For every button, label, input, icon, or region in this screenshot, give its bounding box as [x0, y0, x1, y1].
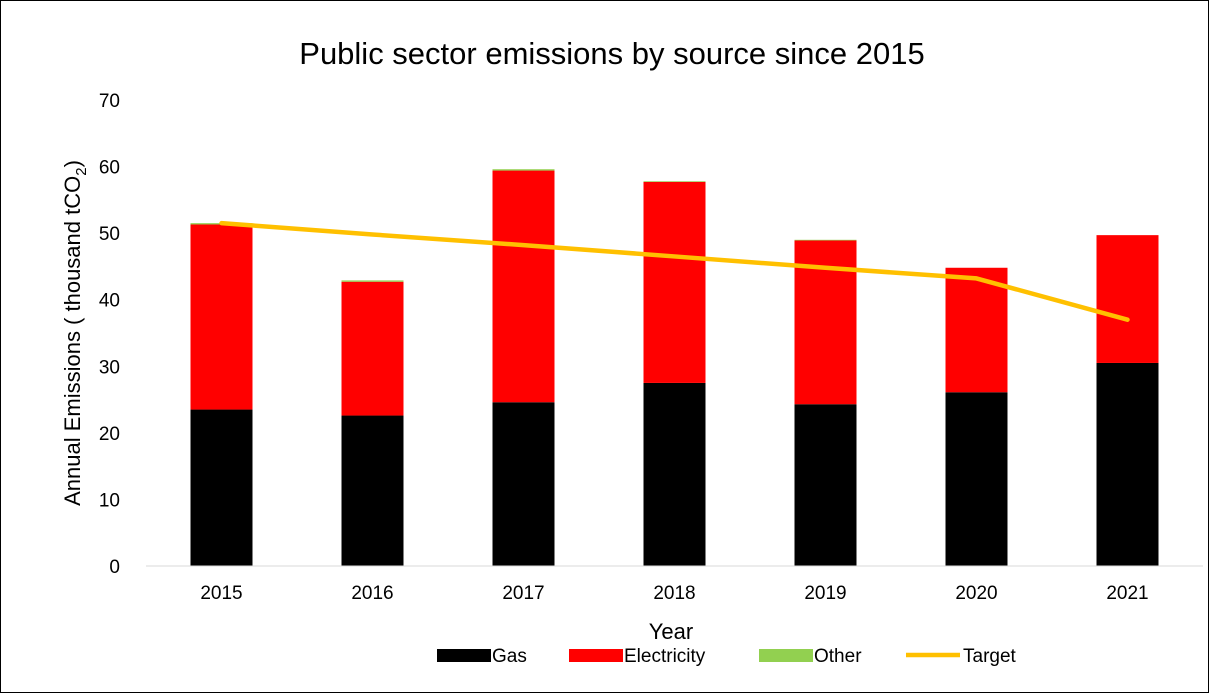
bar-other-2016	[341, 280, 404, 282]
y-axis-title: Annual Emissions ( thousand tCO2)	[60, 160, 90, 506]
bar-gas-2021	[1096, 362, 1159, 566]
y-tick-label: 0	[109, 557, 120, 578]
x-tick-label-2015: 2015	[200, 583, 242, 604]
bar-other-2019	[794, 239, 857, 241]
legend-swatch-electricity	[569, 649, 623, 662]
bar-electricity-2020	[945, 267, 1008, 393]
bar-electricity-2017	[492, 170, 555, 403]
bar-electricity-2015	[190, 224, 253, 410]
y-tick-label: 20	[99, 424, 120, 445]
x-tick-label-2018: 2018	[653, 583, 695, 604]
y-tick-label: 10	[99, 490, 120, 511]
y-axis-title-text: Annual Emissions ( thousand tCO	[60, 176, 85, 506]
chart-title: Public sector emissions by source since …	[299, 36, 924, 71]
legend: Gas Electricity Other Target	[437, 646, 1017, 667]
legend-label-electricity: Electricity	[624, 646, 706, 667]
y-tick-label: 60	[99, 158, 120, 179]
legend-label-target: Target	[963, 646, 1017, 667]
y-tick-label: 30	[99, 357, 120, 378]
bar-electricity-2018	[643, 181, 706, 383]
y-tick-label: 50	[99, 224, 120, 245]
x-tick-label-2019: 2019	[804, 583, 846, 604]
bar-gas-2015	[190, 409, 253, 566]
legend-swatch-gas	[437, 649, 491, 662]
y-axis: 0 10 20 30 40 50 60 70	[99, 91, 120, 578]
legend-item-target: Target	[906, 646, 1017, 667]
bar-electricity-2016	[341, 281, 404, 416]
bar-gas-2020	[945, 392, 1008, 566]
target-line-group	[219, 220, 1130, 322]
y-axis-title-close: )	[60, 160, 85, 167]
bar-other-2018	[643, 181, 706, 182]
bar-electricity-2021	[1096, 235, 1159, 363]
series-line-target	[219, 220, 1130, 322]
legend-item-gas: Gas	[437, 646, 527, 667]
legend-item-other: Other	[759, 646, 862, 667]
x-tick-label-2016: 2016	[351, 583, 393, 604]
y-tick-label: 40	[99, 291, 120, 312]
bar-gas-2019	[794, 404, 857, 566]
legend-swatch-other	[759, 649, 813, 662]
bar-gas-2017	[492, 402, 555, 566]
legend-item-electricity: Electricity	[569, 646, 706, 667]
bar-gas-2016	[341, 415, 404, 566]
bars-group	[190, 169, 1159, 566]
y-tick-label: 70	[99, 91, 120, 112]
bar-other-2017	[492, 169, 555, 171]
y-axis-title-subscript: 2	[73, 167, 90, 175]
legend-label-other: Other	[814, 646, 862, 667]
legend-label-gas: Gas	[492, 646, 527, 667]
x-axis: 2015 2016 2017 2018 2019 2020 2021	[200, 583, 1148, 604]
x-tick-label-2021: 2021	[1106, 583, 1148, 604]
x-tick-label-2020: 2020	[955, 583, 997, 604]
x-axis-title: Year	[649, 619, 693, 644]
x-tick-label-2017: 2017	[502, 583, 544, 604]
bar-gas-2018	[643, 382, 706, 566]
